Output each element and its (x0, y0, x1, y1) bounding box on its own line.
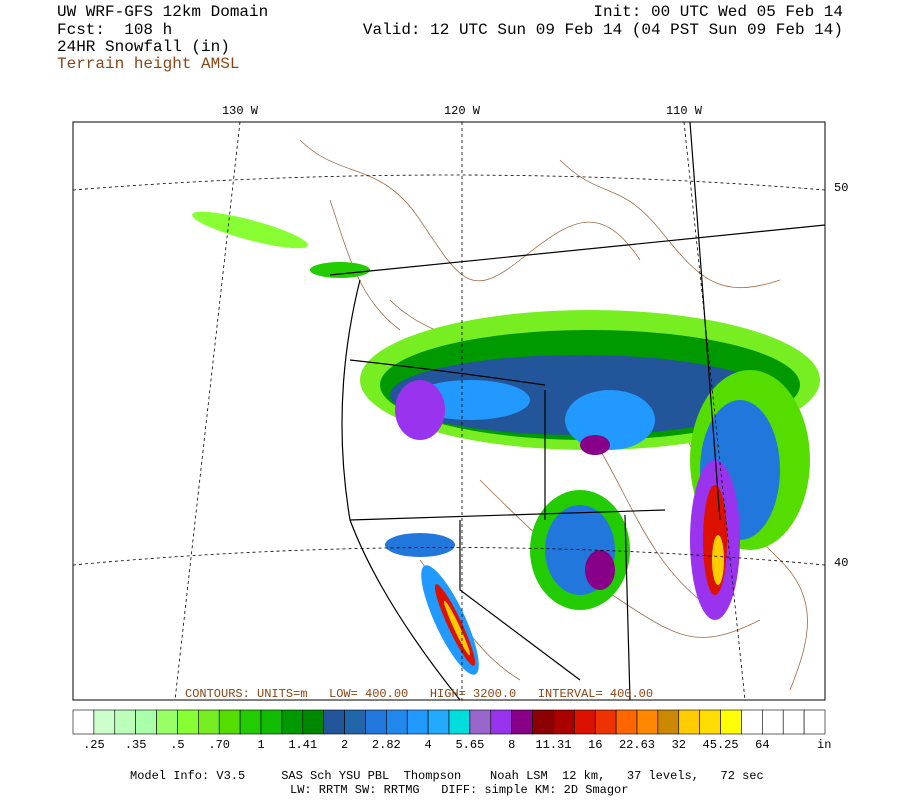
colorbar-swatch (553, 709, 575, 735)
colorbar-swatch (532, 709, 554, 735)
colorbar-swatch (302, 709, 324, 735)
colorbar-swatch (281, 709, 304, 735)
contour-field: Terrain height AMSL (57, 55, 239, 73)
map: CONTOURS: UNITS=m LOW= 400.00 HIGH= 3200… (72, 104, 848, 701)
colorbar-swatch (406, 709, 429, 735)
lon-label: 130 W (222, 104, 259, 118)
colorbar-label: .35 (125, 738, 147, 752)
colorbar-swatch (699, 709, 721, 735)
colorbar-label: 4 (425, 738, 432, 752)
colorbar-swatch (615, 709, 638, 735)
colorbar-swatch (218, 709, 241, 735)
colorbar-swatch (198, 709, 220, 735)
colorbar-swatch (344, 709, 366, 735)
colorbar-swatch (114, 709, 136, 735)
colorbar-swatch (427, 709, 450, 735)
colorbar-label: 16 (588, 738, 602, 752)
colorbar-unit: in (817, 738, 831, 752)
lat-label: 50 (834, 181, 848, 195)
init-time: Init: 00 UTC Wed 05 Feb 14 (593, 3, 843, 21)
colorbar-swatch (678, 709, 700, 735)
colorbar-swatch (156, 709, 178, 735)
colorbar-swatch (365, 709, 387, 735)
footer-line: LW: RRTM SW: RRTMG DIFF: simple KM: 2D S… (290, 783, 628, 797)
forecast-hour: Fcst: 108 h (57, 21, 172, 39)
colorbar-label: 22.63 (619, 738, 655, 752)
colorbar-label: .70 (208, 738, 230, 752)
colorbar-label: 64 (755, 738, 769, 752)
colorbar-swatch (574, 709, 596, 735)
colorbar-swatch (386, 709, 408, 735)
colorbar-label: 32 (672, 738, 686, 752)
footer-line: Model Info: V3.5 SAS Sch YSU PBL Thompso… (130, 769, 764, 783)
colorbar-label: 2 (341, 738, 348, 752)
colorbar-swatch (93, 709, 116, 735)
colorbar-swatch (636, 709, 659, 735)
colorbar-swatch (657, 709, 680, 735)
valid-time: Valid: 12 UTC Sun 09 Feb 14 (04 PST Sun … (363, 21, 843, 39)
colorbar-swatch (594, 709, 617, 735)
field-name: 24HR Snowfall (in) (57, 38, 230, 56)
lat-label: 40 (834, 556, 848, 570)
colorbar-swatch (762, 709, 784, 735)
colorbar: .25 .35 .5 .70 1 1.41 2 2.82 4 5.65 8 11.31 16 22.63 3… (72, 709, 826, 752)
colorbar-label: 11.31 (535, 738, 571, 752)
colorbar-swatch (469, 709, 492, 735)
colorbar-swatch (239, 709, 262, 735)
colorbar-label: 2.82 (372, 738, 401, 752)
colorbar-label: 8 (508, 738, 515, 752)
contour-info: CONTOURS: UNITS=m LOW= 400.00 HIGH= 3200… (185, 687, 653, 701)
colorbar-swatch (72, 709, 95, 735)
colorbar-swatch (490, 709, 512, 735)
lon-label: 110 W (666, 104, 703, 118)
colorbar-swatch (260, 709, 283, 735)
colorbar-label: 45.25 (703, 738, 739, 752)
colorbar-swatch (720, 709, 742, 735)
colorbar-label: .5 (170, 738, 184, 752)
map-content: CONTOURS: UNITS=m LOW= 400.00 HIGH= 3200… (73, 122, 825, 701)
colorbar-swatch (448, 709, 471, 735)
colorbar-label: .25 (83, 738, 105, 752)
colorbar-label: 1 (257, 738, 264, 752)
snowfall-shading (191, 211, 820, 675)
colorbar-swatch (323, 709, 345, 735)
colorbar-swatch (177, 709, 199, 735)
title: UW WRF-GFS 12km Domain (57, 3, 268, 21)
colorbar-label: 1.41 (288, 738, 317, 752)
lon-label: 120 W (444, 104, 481, 118)
colorbar-swatch (511, 709, 533, 735)
colorbar-swatch (803, 709, 826, 735)
colorbar-label: 5.65 (455, 738, 484, 752)
colorbar-swatch (135, 709, 157, 735)
borders (329, 122, 825, 700)
graticule (73, 122, 825, 700)
colorbar-swatch (741, 709, 763, 735)
colorbar-swatch (782, 709, 805, 735)
